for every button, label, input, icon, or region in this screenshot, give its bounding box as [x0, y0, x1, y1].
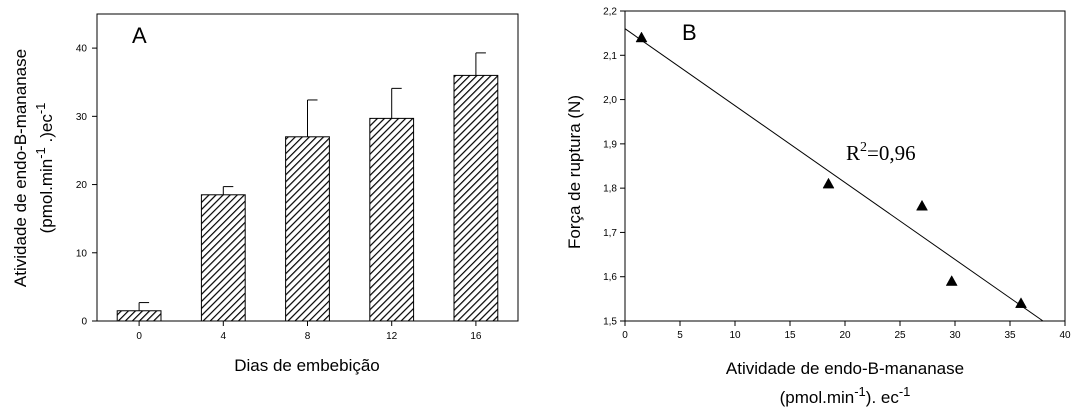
- chart-a-y-label-unit-pre: (pmol.min: [37, 159, 56, 234]
- chart-b-x-tick-label: 0: [622, 330, 628, 341]
- chart-a-y-tick-label: 30: [76, 112, 88, 123]
- chart-a-x-tick-label: 8: [305, 331, 311, 342]
- chart-b-fit-line-group: [624, 28, 1044, 322]
- chart-a-bars: [116, 52, 499, 322]
- chart-a-bar: [369, 117, 415, 322]
- chart-b-y-tick-label: 1,9: [603, 139, 617, 150]
- chart-b-r-squared: R2=0,96: [846, 140, 916, 165]
- chart-b-x-tick-label: 5: [677, 330, 683, 341]
- chart-a-y-label-unit-sup: -1: [33, 147, 48, 159]
- chart-b-x-label-unit-post: ). ec: [866, 388, 900, 407]
- chart-b-y-tick-label: 2,2: [603, 7, 617, 18]
- chart-b-fit-line: [624, 28, 1044, 322]
- chart-b-r-label: R: [846, 141, 860, 165]
- chart-a-x-tick-label: 12: [386, 331, 398, 342]
- chart-b-point: [822, 177, 835, 189]
- chart-b-y-tick-label: 2,1: [603, 51, 617, 62]
- chart-b-y-axis-label: Força de ruptura (N): [565, 95, 584, 249]
- chart-a-y-label-unit-sup2: -1: [33, 103, 48, 115]
- chart-b-x-tick-label: 30: [949, 330, 961, 341]
- chart-a-y-axis: 0 10 20 30 40: [76, 44, 97, 328]
- chart-b-x-axis-label-line1: Atividade de endo-B-mananase: [726, 359, 964, 378]
- chart-b-x-tick-label: 35: [1004, 330, 1016, 341]
- chart-a-x-tick-label: 16: [470, 331, 482, 342]
- chart-b-x-tick-label: 10: [729, 330, 741, 341]
- chart-b-panel-label: B: [682, 20, 697, 45]
- chart-a-x-axis-label: Dias de embebição: [234, 356, 380, 375]
- chart-a-bar: [200, 194, 246, 322]
- chart-a-y-tick-label: 0: [81, 317, 87, 328]
- chart-b-x-tick-label: 25: [894, 330, 906, 341]
- chart-b-point: [916, 199, 928, 211]
- chart-b-x-tick-label: 40: [1059, 330, 1071, 341]
- chart-b-y-tick-label: 1,6: [603, 272, 617, 283]
- chart-b-x-axis-label-line2: (pmol.min-1). ec-1: [780, 384, 911, 407]
- chart-a-panel-label: A: [132, 23, 147, 48]
- chart-b: B 1,5 1,6 1,7 1,8 1,9 2,0 2,1 2,2 0 5 10 15 20 25 30 3…: [565, 7, 1071, 408]
- chart-a-y-label-line1: Atividade de endo-B-mananase: [11, 49, 30, 287]
- chart-b-y-tick-label: 1,5: [603, 317, 617, 328]
- chart-b-x-axis: 0 5 10 15 20 25 30 35 40: [622, 321, 1071, 341]
- chart-a-x-tick-label: 0: [136, 331, 142, 342]
- chart-b-point: [635, 31, 648, 43]
- chart-b-y-tick-label: 1,7: [603, 228, 617, 239]
- chart-a-y-label-unit-mid: .)ec: [37, 114, 56, 148]
- chart-a-y-tick-label: 40: [76, 44, 88, 55]
- chart-a-y-label-line2: (pmol.min-1 .)ec-1: [33, 103, 56, 234]
- chart-a-y-tick-label: 20: [76, 180, 88, 191]
- chart-a-bar: [453, 74, 499, 322]
- chart-b-y-tick-label: 1,8: [603, 184, 617, 195]
- chart-a-x-tick-label: 4: [221, 331, 227, 342]
- chart-a: A 0 10 20 30 40 0 4 8 12 16 Dias de embebição At…: [11, 13, 519, 375]
- chart-b-x-label-unit-sup2: -1: [899, 384, 911, 399]
- chart-b-points: [635, 31, 1027, 308]
- chart-b-point: [945, 275, 958, 286]
- chart-b-plot-frame: [624, 10, 1066, 322]
- chart-a-y-tick-label: 10: [76, 248, 88, 259]
- chart-a-y-axis-label: Atividade de endo-B-mananase (pmol.min-1…: [11, 49, 56, 287]
- chart-b-point: [1015, 297, 1027, 308]
- chart-a-x-axis: 0 4 8 12 16: [136, 321, 482, 342]
- chart-b-y-axis: 1,5 1,6 1,7 1,8 1,9 2,0 2,1 2,2: [603, 7, 625, 328]
- chart-b-x-label-unit-sup: -1: [854, 384, 866, 399]
- chart-b-y-tick-label: 2,0: [603, 95, 617, 106]
- chart-a-bar: [116, 310, 162, 322]
- chart-b-r-sup: 2: [860, 140, 867, 155]
- chart-b-x-tick-label: 20: [839, 330, 851, 341]
- chart-b-x-tick-label: 15: [784, 330, 796, 341]
- chart-b-r-value: =0,96: [867, 141, 916, 165]
- chart-b-x-label-unit-pre: (pmol.min: [780, 388, 855, 407]
- chart-a-bar: [285, 136, 330, 322]
